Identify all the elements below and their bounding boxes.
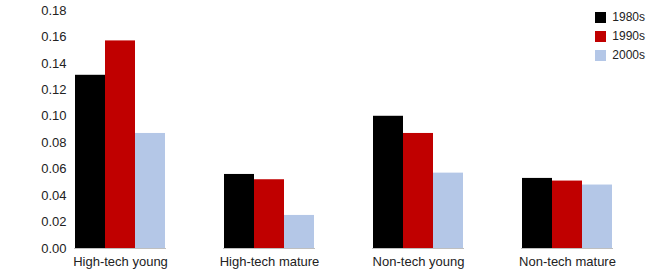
svg-text:0.12: 0.12 — [41, 82, 66, 97]
svg-text:0.18: 0.18 — [41, 3, 66, 18]
html-text:1980s: 1980s — [612, 10, 645, 24]
svg-text:0.04: 0.04 — [41, 188, 66, 203]
svg-text:High-tech mature: High-tech mature — [220, 254, 320, 269]
svg-text:0.10: 0.10 — [41, 108, 66, 123]
svg-text:0.16: 0.16 — [41, 29, 66, 44]
html-text:1990s: 1990s — [612, 29, 645, 43]
svg-text:High-tech young: High-tech young — [73, 254, 168, 269]
svg-text:Non-tech mature: Non-tech mature — [519, 254, 616, 269]
svg-text:0.08: 0.08 — [41, 135, 66, 150]
svg-text:Non-tech young: Non-tech young — [373, 254, 465, 269]
svg-text:0.14: 0.14 — [41, 56, 66, 71]
svg-text:0.00: 0.00 — [41, 241, 66, 256]
svg-text:0.02: 0.02 — [41, 214, 66, 229]
html-text:2000s: 2000s — [612, 48, 645, 62]
svg-text:0.06: 0.06 — [41, 161, 66, 176]
